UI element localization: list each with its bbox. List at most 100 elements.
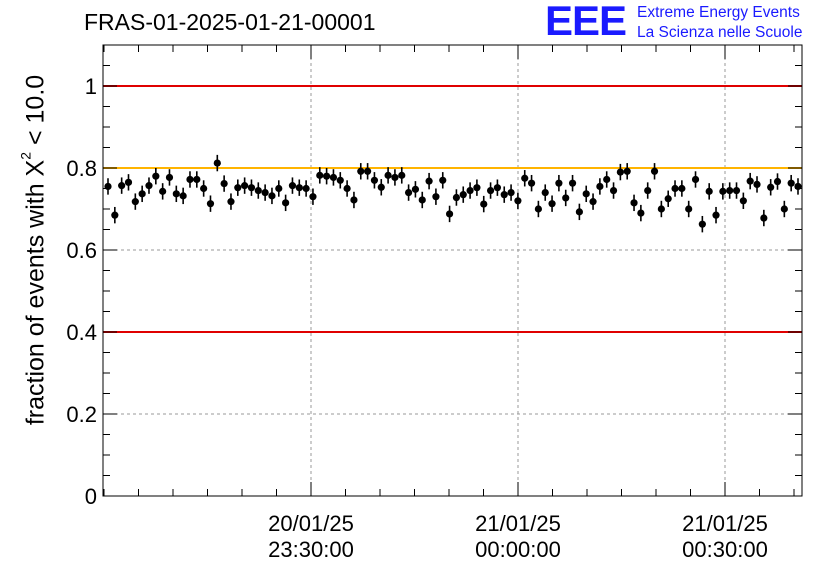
- plot-frame: [102, 44, 803, 497]
- data-point: [493, 184, 502, 192]
- data-point: [111, 211, 119, 219]
- data-point: [712, 211, 720, 219]
- data-point: [302, 184, 310, 193]
- x-tick-label-date: 21/01/25: [682, 511, 768, 536]
- data-point: [562, 194, 570, 202]
- data-points-layer: [104, 154, 802, 233]
- data-point: [773, 177, 782, 186]
- data-point: [541, 189, 549, 197]
- x-tick-label-date: 21/01/25: [475, 511, 561, 536]
- data-point: [575, 208, 583, 216]
- data-point: [159, 187, 167, 195]
- data-point: [507, 189, 515, 197]
- data-point: [445, 210, 454, 218]
- data-point: [398, 171, 406, 179]
- data-point: [726, 186, 734, 195]
- data-point: [329, 173, 338, 182]
- y-tick-label: 0.2: [66, 402, 97, 427]
- axis-layer: 00.20.40.60.8120/01/2523:30:0021/01/2500…: [66, 45, 802, 562]
- data-point: [657, 205, 665, 213]
- data-point: [521, 174, 529, 182]
- data-point: [364, 167, 372, 175]
- data-point: [418, 196, 426, 204]
- data-point: [732, 186, 741, 195]
- data-point: [309, 193, 317, 201]
- data-point: [555, 179, 563, 187]
- data-point: [685, 205, 693, 213]
- data-point: [753, 180, 761, 188]
- data-point: [671, 184, 679, 193]
- logo-line-2: La Scienza nelle Scuole: [637, 24, 803, 41]
- data-point: [384, 171, 392, 179]
- x-tick-label-time: 00:30:00: [682, 537, 768, 562]
- data-point: [152, 172, 160, 180]
- data-point: [691, 175, 700, 184]
- data-point: [650, 167, 659, 175]
- data-point: [452, 193, 461, 202]
- logo-mark: EEE: [545, 0, 627, 44]
- eee-logo: EEE Extreme Energy Events La Scienza nel…: [545, 0, 830, 44]
- y-tick-label: 0.6: [66, 238, 97, 263]
- data-point: [425, 177, 433, 185]
- data-point: [527, 179, 536, 187]
- data-point: [760, 214, 768, 222]
- data-point: [589, 198, 597, 206]
- data-point: [705, 187, 713, 195]
- data-point: [357, 167, 365, 175]
- x-tick-label-time: 00:00:00: [475, 537, 561, 562]
- data-point: [172, 190, 180, 198]
- data-point: [254, 186, 262, 195]
- data-point: [288, 182, 297, 190]
- data-point: [596, 182, 604, 191]
- data-point: [582, 190, 590, 198]
- y-tick-label: 0.8: [66, 156, 97, 181]
- data-point: [500, 191, 508, 199]
- data-point: [603, 175, 611, 184]
- y-tick-label: 0: [85, 484, 97, 509]
- data-point: [568, 179, 577, 187]
- data-point: [234, 184, 242, 192]
- data-point: [466, 186, 474, 195]
- logo-line-1: Extreme Energy Events: [637, 4, 800, 21]
- reference-lines-layer: [103, 85, 802, 333]
- data-point: [336, 176, 344, 184]
- data-point: [343, 184, 351, 193]
- data-point: [295, 184, 303, 192]
- data-point: [377, 183, 385, 191]
- data-point: [623, 167, 631, 175]
- data-point: [439, 176, 447, 184]
- data-point: [220, 179, 228, 188]
- data-point: [193, 175, 201, 184]
- data-point: [404, 189, 413, 197]
- data-point: [787, 179, 795, 187]
- y-tick-label: 0.4: [66, 320, 97, 345]
- data-point: [282, 199, 290, 207]
- data-point: [746, 177, 754, 185]
- x-tick-label-time: 23:30:00: [268, 537, 354, 562]
- data-point: [206, 200, 215, 208]
- data-point: [767, 183, 775, 191]
- data-point: [200, 184, 208, 193]
- data-point: [145, 182, 153, 190]
- data-point: [391, 173, 399, 182]
- data-point: [630, 199, 638, 207]
- data-point: [480, 200, 488, 208]
- data-point: [664, 195, 672, 203]
- data-point: [432, 193, 440, 201]
- data-point: [548, 200, 556, 208]
- data-point: [124, 178, 133, 186]
- data-point: [609, 186, 618, 195]
- grid-layer: [103, 45, 802, 496]
- data-point: [275, 184, 283, 193]
- data-point: [179, 192, 187, 200]
- data-point: [698, 220, 706, 228]
- data-point: [247, 184, 256, 192]
- data-point: [186, 175, 194, 184]
- data-point: [261, 189, 269, 197]
- data-point: [268, 192, 276, 200]
- data-point: [678, 184, 686, 193]
- data-point: [138, 190, 146, 198]
- data-point: [459, 191, 467, 199]
- data-point: [637, 209, 645, 217]
